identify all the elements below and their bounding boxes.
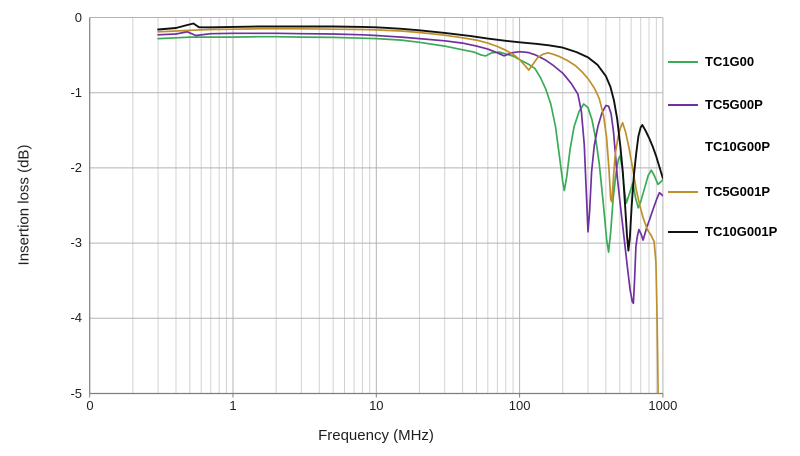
legend-item-tc5g001p: TC5G001P (668, 184, 770, 200)
y-tick-2: -2 (70, 159, 82, 175)
y-tick-4: -4 (70, 310, 82, 326)
x-axis-title: Frequency (MHz) (318, 427, 434, 444)
y-axis-title: Insertion loss (dB) (15, 144, 33, 266)
axis-lines (89, 17, 664, 398)
legend-label: TC10G00P (705, 139, 771, 154)
legend-line-sample (668, 146, 698, 148)
legend-label: TC10G001P (705, 224, 778, 239)
legend-label: TC5G001P (705, 184, 771, 199)
legend-item-tc10g001p: TC10G001P (668, 224, 777, 240)
legend-line-sample (668, 191, 698, 193)
data-series-curves (157, 22, 663, 394)
x-tick-100: 100 (508, 398, 531, 413)
legend-label: TC5G00P (705, 97, 763, 112)
x-tick-1000: 1000 (648, 398, 678, 413)
legend-item-tc1g00: TC1G00 (668, 54, 754, 70)
y-tick-0: 0 (74, 9, 82, 25)
legend-item-tc10g00p: TC10G00P (668, 139, 770, 155)
x-tick-10: 10 (369, 398, 384, 413)
gridlines (89, 17, 664, 394)
y-tick-5: -5 (70, 385, 82, 401)
legend-label: TC1G00 (705, 54, 755, 69)
y-tick-3: -3 (70, 235, 82, 251)
legend-line-sample (668, 104, 698, 106)
legend-line-sample (668, 61, 698, 63)
y-tick-1: -1 (70, 84, 82, 100)
x-tick-1: 1 (229, 398, 237, 413)
legend-item-tc5g00p: TC5G00P (668, 97, 763, 113)
x-tick-0: 0 (86, 398, 94, 413)
legend-line-sample (668, 231, 698, 233)
